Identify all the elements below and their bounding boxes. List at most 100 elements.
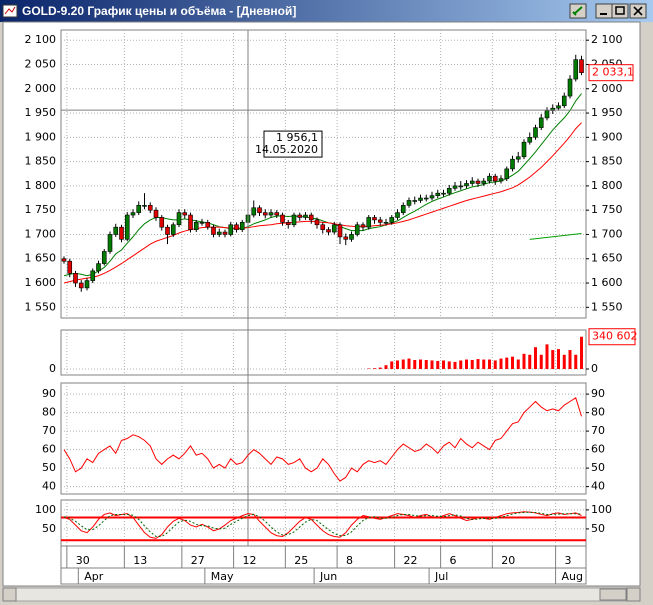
day-label: 30 (76, 554, 90, 567)
scroll-left[interactable] (2, 587, 17, 602)
y-tick-label-left: 50 (42, 461, 56, 474)
y-tick-label-left: 2 050 (25, 57, 57, 70)
candle-body (107, 234, 113, 252)
candle-body (297, 214, 303, 218)
candle-body (193, 222, 199, 230)
candle-body (176, 212, 182, 226)
volume-bar (499, 358, 503, 369)
y-tick-label-right: 2 000 (591, 82, 623, 95)
indicator-line (63, 511, 582, 539)
candle-body (165, 226, 170, 235)
candle-body (124, 214, 130, 240)
candle-body (61, 258, 67, 262)
day-label: 12 (243, 554, 257, 567)
candle-body (205, 222, 211, 228)
volume-bar (470, 360, 474, 369)
minimize-button[interactable] (595, 3, 613, 19)
day-label: 20 (501, 554, 515, 567)
candle-body (326, 229, 331, 233)
y-tick-label-left: 80 (42, 406, 56, 419)
volume-bar (384, 365, 388, 369)
candle-body (533, 127, 538, 138)
y-tick-label-left: 1 550 (25, 300, 57, 313)
candle-body (487, 175, 492, 182)
y-tick-label-left: 1 650 (25, 252, 57, 265)
y-tick-label-left: 2 000 (25, 82, 57, 95)
candle-body (142, 205, 147, 207)
volume-bar (396, 360, 399, 369)
day-label: 3 (565, 554, 572, 567)
candle-body (314, 219, 320, 226)
candle-body (153, 209, 159, 218)
volume-bar (482, 359, 486, 369)
volume-bar (390, 361, 394, 369)
candle-body (67, 260, 73, 274)
candle-body (147, 205, 153, 211)
y-tick-label-right: 100 (591, 503, 612, 516)
candle-body (441, 192, 446, 195)
candle-body (251, 207, 257, 216)
last-volume-label: 340 602 (592, 330, 638, 343)
volume-bar (580, 336, 583, 369)
candle-body (469, 180, 475, 184)
cursor-value: 1 956,1 (276, 131, 318, 144)
candle-body (182, 212, 188, 216)
panel-frame (60, 499, 587, 547)
candle-body (521, 141, 527, 158)
y-tick-label-left: 90 (42, 387, 56, 400)
volume-bar (378, 367, 382, 369)
candle-body (418, 197, 423, 201)
candle-body (498, 178, 504, 182)
trend-line (529, 232, 582, 240)
candle-body (504, 168, 510, 179)
y-tick-label-right: 80 (591, 406, 605, 419)
candle-body (377, 219, 383, 223)
candle-body (510, 158, 515, 170)
last-price-box (588, 64, 634, 82)
volume-bar (488, 359, 491, 369)
y-tick-label-left: 0 (49, 362, 56, 375)
y-tick-label-right: 50 (591, 461, 605, 474)
day-label: 8 (346, 554, 353, 567)
candle-body (280, 214, 285, 223)
candle-body (383, 222, 389, 224)
indicator-line (63, 397, 582, 482)
candle-body (544, 110, 550, 119)
candle-body (360, 224, 366, 228)
volume-bar (401, 359, 405, 369)
candle-body (556, 105, 561, 109)
y-tick-label-right: 50 (591, 522, 605, 535)
y-tick-label-right: 2 100 (591, 33, 623, 46)
candle-body (579, 59, 584, 73)
candle-body (228, 224, 234, 235)
candle-body (412, 200, 418, 202)
indicator-line (63, 511, 582, 537)
panel-frame (60, 29, 587, 319)
maximize-button[interactable] (611, 3, 629, 19)
scroll-right[interactable] (626, 587, 641, 602)
y-tick-label-right: 1 700 (591, 227, 623, 240)
day-label: 6 (450, 554, 457, 567)
horizontal-scrollbar[interactable] (2, 587, 641, 602)
month-axis (60, 567, 587, 585)
window-icon-graph (4, 6, 16, 15)
candle-body (188, 214, 193, 230)
volume-bar (534, 347, 537, 369)
candle-body (550, 107, 556, 111)
volume-bar (493, 360, 497, 369)
volume-bar (430, 360, 434, 369)
candle-body (515, 156, 521, 160)
scroll-thumb[interactable] (599, 588, 627, 601)
volume-bar (419, 359, 422, 369)
candle-body (234, 224, 239, 230)
y-tick-label-right: 70 (591, 424, 605, 437)
y-tick-label-left: 70 (42, 424, 56, 437)
volume-bar (562, 354, 566, 369)
y-tick-label-right: 1 600 (591, 276, 623, 289)
y-tick-label-left: 1 900 (25, 130, 57, 143)
last-price-label: 2 033,1 (592, 66, 634, 79)
volume-bar (516, 359, 520, 369)
candle-body (372, 217, 377, 221)
y-tick-label-left: 40 (42, 480, 56, 493)
y-tick-label-left: 100 (35, 503, 56, 516)
